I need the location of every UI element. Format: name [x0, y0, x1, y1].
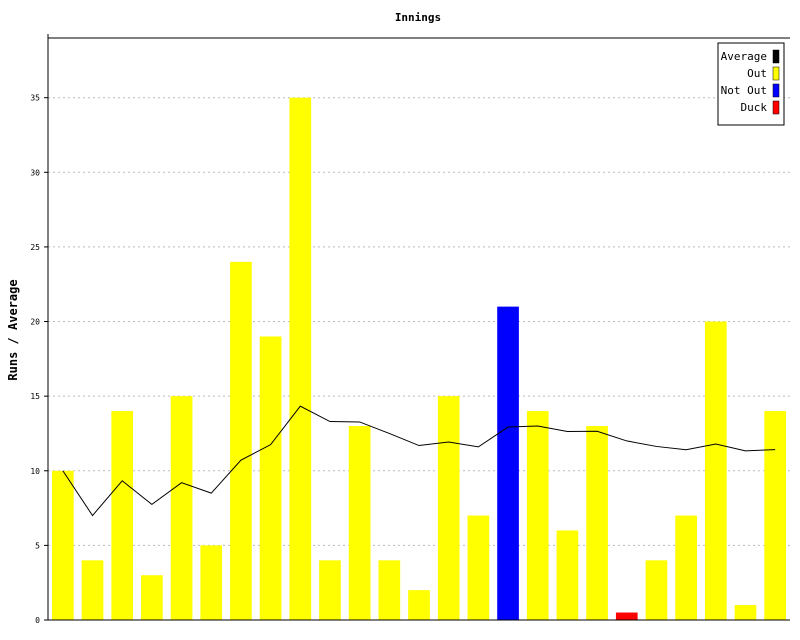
bar-out — [675, 515, 697, 620]
axes: 0 5 10 15 20 25 30 35 — [30, 34, 790, 625]
legend-label-out: Out — [747, 67, 767, 80]
bar-out — [645, 560, 668, 620]
legend-swatch-not-out — [772, 83, 780, 98]
bar-out — [200, 545, 223, 620]
bar-out — [230, 261, 252, 620]
legend-swatch-average — [772, 49, 780, 64]
bar-out — [378, 560, 401, 620]
legend-swatch-out — [772, 66, 780, 81]
bar-out — [734, 605, 757, 620]
legend: Average Out Not Out Duck — [717, 42, 785, 126]
average-line — [62, 405, 776, 517]
bar-out — [704, 321, 727, 620]
y-tick-label: 15 — [30, 392, 40, 401]
y-axis-label: Runs / Average — [6, 279, 20, 380]
y-tick-label: 35 — [30, 94, 40, 103]
bar-out — [259, 336, 282, 620]
y-tick-label: 25 — [30, 243, 40, 252]
bar-out — [526, 411, 549, 620]
bar-out — [141, 575, 163, 620]
bar-duck — [615, 612, 638, 620]
average-line-group — [62, 405, 776, 517]
bar-out — [348, 426, 371, 620]
y-tick-label: 30 — [30, 168, 40, 177]
bar-out — [586, 426, 608, 620]
bar-out — [319, 560, 341, 620]
bar-out — [170, 396, 193, 620]
chart-title: Innings — [395, 11, 441, 24]
bar-out — [556, 530, 579, 620]
bar-out — [289, 97, 312, 620]
bars — [52, 97, 786, 620]
bar-out — [52, 470, 74, 620]
legend-label-duck: Duck — [741, 101, 768, 114]
y-tick-label: 0 — [35, 616, 40, 625]
bar-out — [437, 396, 460, 620]
bar-out — [111, 411, 134, 620]
bar-not-out — [497, 306, 519, 620]
bar-out — [81, 560, 104, 620]
bar-out — [408, 590, 430, 620]
legend-label-average: Average — [721, 50, 767, 63]
legend-swatch-duck — [772, 100, 780, 115]
gridlines — [48, 97, 790, 546]
y-tick-label: 20 — [30, 318, 40, 327]
y-tick-label: 5 — [35, 541, 40, 550]
legend-label-not-out: Not Out — [721, 84, 767, 97]
bar-out — [467, 515, 490, 620]
bar-out — [764, 411, 786, 620]
y-tick-label: 10 — [30, 467, 40, 476]
